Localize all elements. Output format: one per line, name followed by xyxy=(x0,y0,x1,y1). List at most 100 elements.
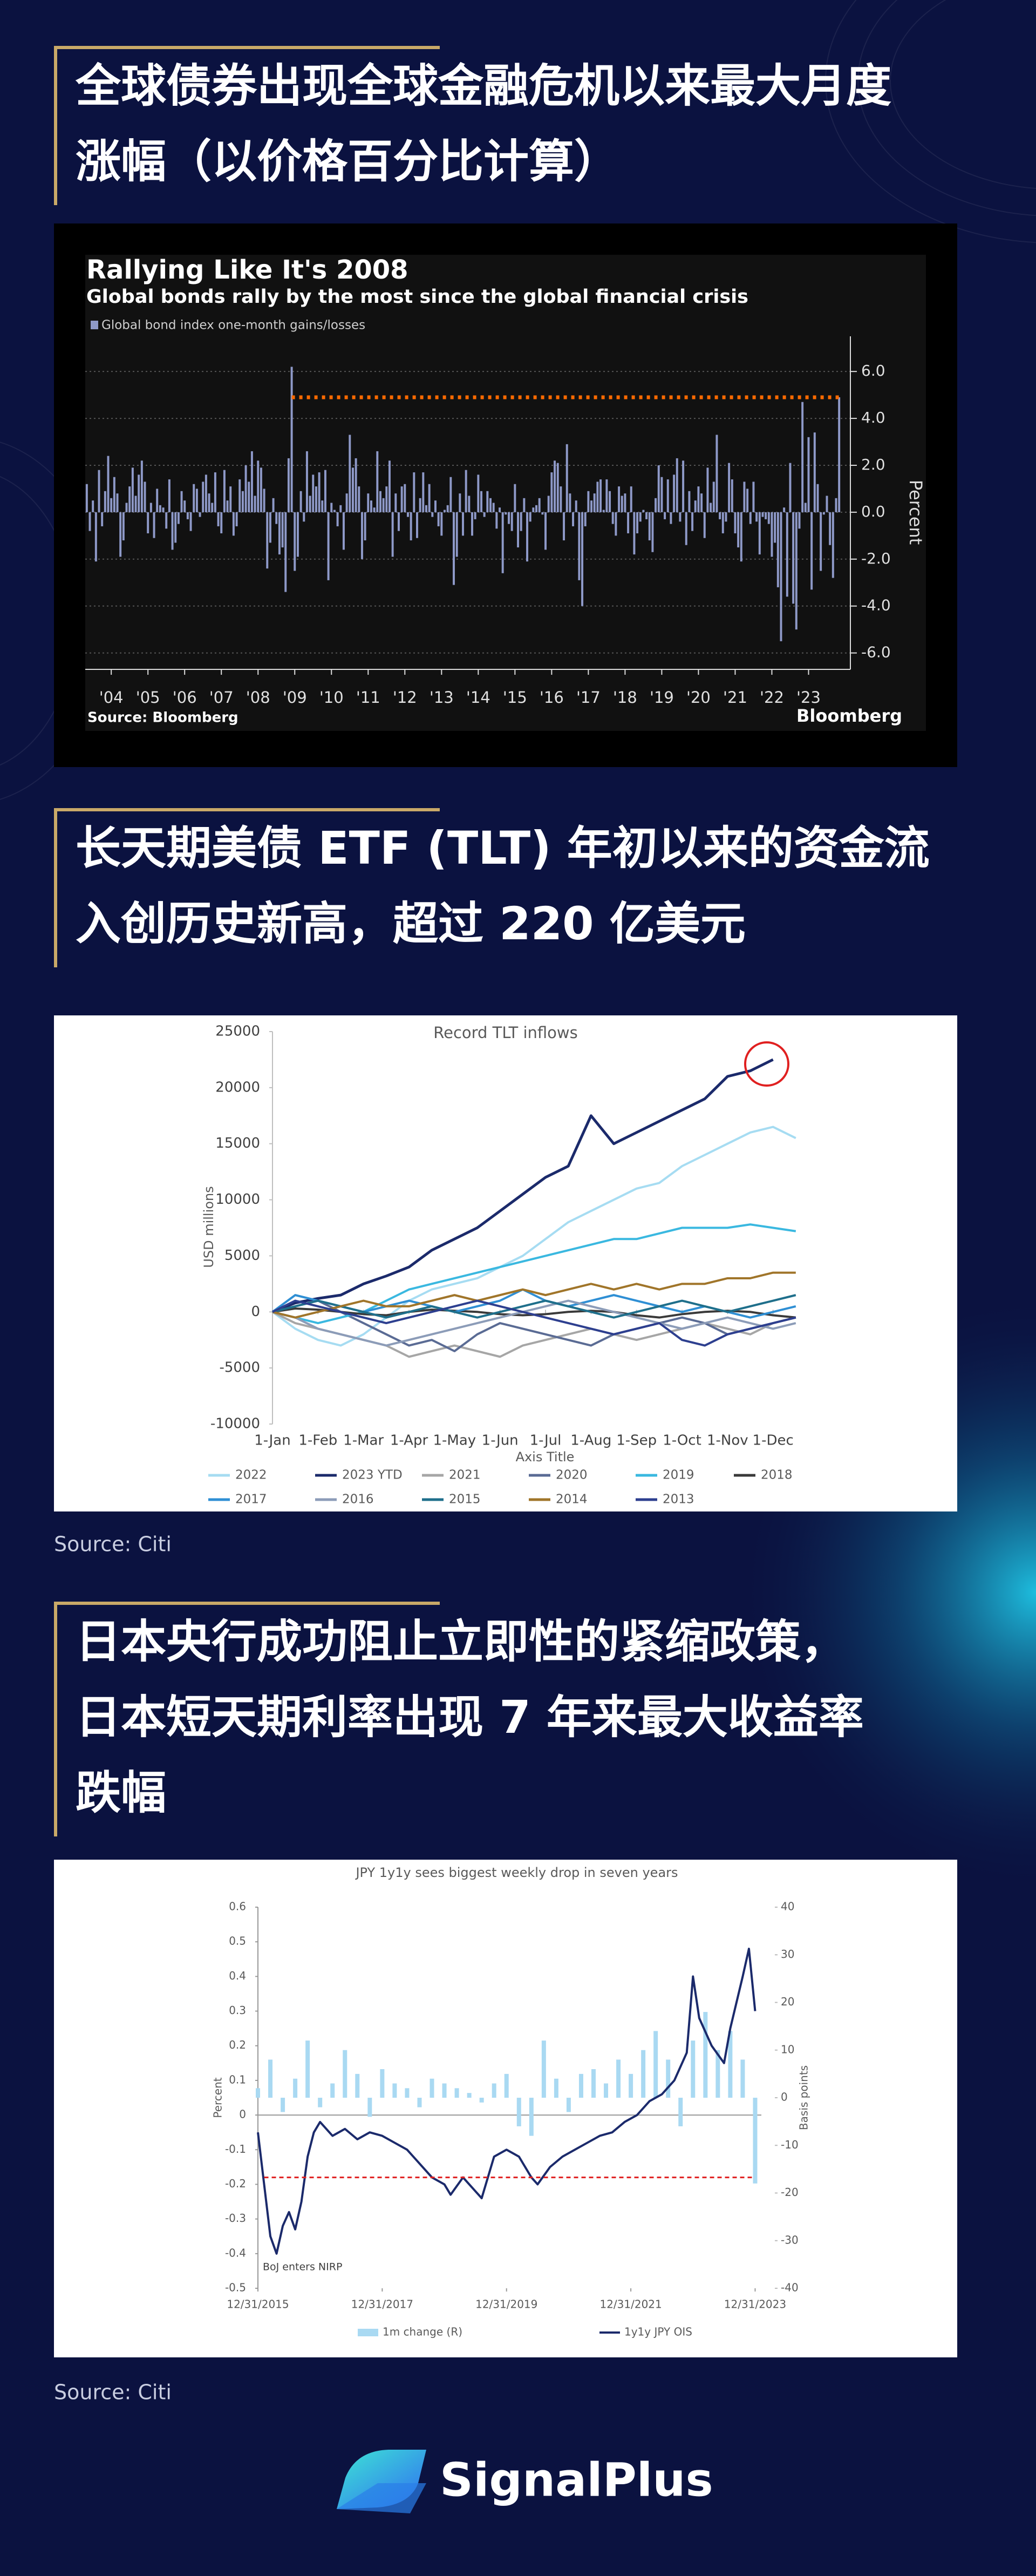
bar xyxy=(746,489,749,512)
bar xyxy=(541,2041,546,2098)
bar xyxy=(514,484,516,512)
x-tick-label: '06 xyxy=(173,688,197,707)
bar xyxy=(648,512,651,541)
bar xyxy=(752,482,755,512)
bar xyxy=(728,463,731,512)
bar xyxy=(758,512,761,555)
bar xyxy=(486,491,489,512)
legend-label: 2022 xyxy=(235,1468,267,1482)
bar xyxy=(351,467,354,512)
bar xyxy=(290,367,293,512)
bar xyxy=(171,512,174,550)
bar xyxy=(358,486,360,512)
bar xyxy=(195,489,198,512)
bar xyxy=(743,482,746,512)
y-tick-label: -4.0 xyxy=(861,596,891,614)
heading-line: 日本短天期利率出现 7 年来最大收益率 xyxy=(76,1691,864,1744)
bar xyxy=(691,2041,696,2098)
bar xyxy=(303,512,305,522)
bar xyxy=(336,512,339,526)
bar xyxy=(480,491,482,512)
bar xyxy=(220,512,223,533)
bar xyxy=(263,489,265,512)
bar xyxy=(116,493,119,512)
y-tick-label: -10000 xyxy=(210,1416,260,1432)
bar xyxy=(278,512,281,555)
x-tick-label: 1-May xyxy=(433,1433,476,1449)
bar xyxy=(104,491,106,512)
legend-label: 2015 xyxy=(449,1493,481,1507)
bar xyxy=(703,512,706,538)
bar xyxy=(392,2083,397,2098)
heading-line: 日本央行成功阻止立即性的紧缩政策， xyxy=(76,1615,846,1668)
bar xyxy=(670,512,672,524)
bar xyxy=(510,512,513,531)
bar xyxy=(299,491,302,512)
bar xyxy=(483,512,486,517)
bar xyxy=(636,512,639,533)
x-tick-label: 1-Feb xyxy=(298,1433,337,1449)
y-tick-label: 0.0 xyxy=(861,503,885,520)
y-axis-title: Percent xyxy=(905,480,926,545)
y2-tick-label: 0 xyxy=(781,2091,788,2104)
bar xyxy=(122,512,125,541)
bar xyxy=(765,512,767,519)
bar xyxy=(499,507,501,512)
bar xyxy=(88,512,91,531)
legend-label: 2014 xyxy=(556,1493,588,1507)
bar xyxy=(682,460,685,512)
x-tick-label: 1-Sep xyxy=(616,1433,657,1449)
bar xyxy=(345,493,348,512)
chart-subtitle: Global bonds rally by the most since the… xyxy=(86,286,748,308)
bar xyxy=(737,512,740,548)
y-tick-label: 25000 xyxy=(215,1023,260,1040)
x-tick-label: 1-Dec xyxy=(753,1433,794,1449)
bar xyxy=(605,479,608,512)
bar xyxy=(428,484,431,512)
y-tick-label: 0 xyxy=(251,1304,260,1320)
bar xyxy=(749,512,752,524)
bar xyxy=(199,512,201,517)
bar xyxy=(691,512,694,531)
highlight-circle xyxy=(744,1041,789,1087)
x-tick-label: '04 xyxy=(99,688,124,707)
bar xyxy=(468,496,471,512)
heading-rule xyxy=(54,1602,440,1605)
bar xyxy=(183,500,186,512)
legend-swatch xyxy=(358,2329,378,2336)
bar xyxy=(596,482,599,512)
bar xyxy=(615,512,617,536)
bar xyxy=(688,491,691,512)
bar xyxy=(826,496,828,512)
bar xyxy=(604,2083,609,2098)
bar xyxy=(532,507,535,512)
x-tick-label: 12/31/2019 xyxy=(475,2298,537,2311)
x-tick-label: '18 xyxy=(613,688,637,707)
legend-label: 2019 xyxy=(663,1468,694,1482)
bar xyxy=(776,512,779,587)
bar xyxy=(388,460,391,512)
y-tick-label: 0.2 xyxy=(229,2038,246,2051)
bar xyxy=(98,470,100,512)
bar xyxy=(376,451,379,512)
bar xyxy=(673,474,676,512)
bar xyxy=(305,2041,310,2098)
bar xyxy=(477,474,480,512)
legend-label: 2013 xyxy=(663,1493,694,1507)
x-tick-label: '12 xyxy=(393,688,417,707)
x-tick-label: '11 xyxy=(356,688,380,707)
bar xyxy=(229,486,232,512)
bar xyxy=(268,2059,273,2098)
bar xyxy=(813,432,816,512)
bar xyxy=(287,458,290,512)
bar xyxy=(761,512,764,517)
bar xyxy=(789,463,792,512)
bar xyxy=(572,512,575,526)
y-tick-label: -6.0 xyxy=(861,643,891,661)
bar xyxy=(312,474,315,512)
bar xyxy=(238,479,241,512)
bar xyxy=(400,486,403,512)
series-line xyxy=(271,1126,796,1347)
chart-source: Source: Bloomberg xyxy=(87,710,238,726)
